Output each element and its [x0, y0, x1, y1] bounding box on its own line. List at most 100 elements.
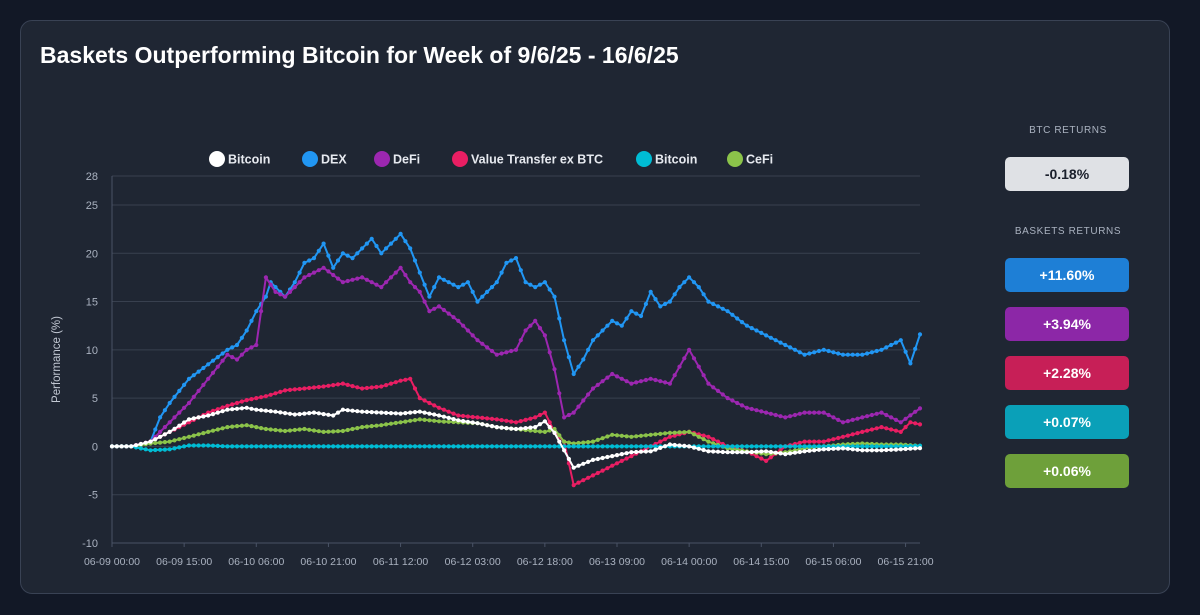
data-point	[605, 466, 610, 471]
data-point	[826, 412, 831, 418]
data-point	[249, 345, 254, 350]
data-point	[326, 253, 331, 258]
series-lines	[109, 231, 923, 488]
data-point	[739, 450, 745, 455]
data-point	[350, 256, 355, 261]
data-point	[879, 425, 884, 430]
data-point	[379, 444, 384, 449]
data-point	[865, 351, 870, 356]
data-point	[701, 437, 706, 442]
data-point	[605, 323, 610, 328]
data-point	[432, 285, 437, 290]
data-point	[735, 316, 740, 321]
data-point	[816, 439, 822, 444]
data-point	[249, 424, 254, 429]
data-point	[201, 431, 206, 436]
data-point	[749, 326, 754, 331]
data-point	[735, 400, 740, 406]
data-point	[263, 408, 268, 413]
data-point	[427, 400, 432, 406]
data-point	[821, 347, 826, 352]
data-point	[470, 333, 475, 338]
data-point	[369, 424, 374, 429]
data-point	[326, 383, 331, 388]
data-point	[364, 444, 369, 449]
data-point	[663, 301, 668, 307]
data-point	[412, 285, 418, 290]
data-point	[653, 377, 658, 383]
data-point	[590, 386, 596, 391]
y-tick-label: 20	[86, 248, 98, 260]
data-point	[278, 428, 283, 433]
data-point	[148, 439, 153, 444]
data-point	[711, 449, 716, 454]
data-point	[850, 417, 855, 422]
data-point	[845, 352, 851, 357]
data-point	[335, 429, 341, 434]
data-point	[759, 409, 764, 414]
data-point	[576, 444, 581, 449]
data-point	[441, 407, 446, 412]
data-point	[893, 417, 899, 422]
axes: -10 -5 0 5 10 15 20 25 28 06-09 00:00 06-09 15:00 0…	[51, 171, 934, 568]
data-point	[739, 320, 745, 325]
data-point	[619, 458, 624, 463]
data-point	[677, 364, 682, 369]
data-point	[485, 416, 490, 421]
data-point	[562, 415, 567, 420]
data-point	[311, 444, 317, 449]
data-point	[398, 411, 403, 416]
data-point	[706, 444, 711, 449]
data-point	[648, 449, 653, 454]
data-point	[696, 364, 701, 369]
data-point	[619, 323, 624, 328]
data-point	[408, 444, 413, 449]
data-point	[273, 391, 278, 396]
data-point	[773, 450, 778, 455]
data-point	[855, 431, 860, 436]
data-point	[764, 458, 769, 463]
data-point	[470, 420, 475, 425]
data-point	[893, 428, 899, 433]
legend-marker	[374, 151, 390, 167]
data-point	[369, 280, 374, 285]
data-point	[369, 410, 374, 415]
y-tick-label: -5	[88, 490, 98, 502]
data-point	[114, 444, 119, 449]
data-point	[494, 417, 499, 422]
data-point	[278, 410, 283, 415]
data-point	[456, 413, 461, 418]
basket-return-bitcoin: +0.07%	[1005, 405, 1129, 439]
data-point	[475, 415, 480, 420]
data-point	[340, 381, 345, 386]
data-point	[624, 316, 629, 321]
data-point	[739, 403, 745, 408]
data-point	[417, 289, 422, 294]
data-point	[845, 433, 851, 438]
data-point	[263, 275, 268, 280]
data-point	[509, 426, 514, 431]
data-point	[715, 388, 721, 393]
data-point	[268, 392, 273, 397]
chart-card: Baskets Outperforming Bitcoin for Week o…	[20, 20, 1170, 594]
data-point	[225, 425, 230, 430]
data-point	[518, 426, 523, 431]
data-point	[311, 410, 317, 415]
data-point	[730, 444, 735, 449]
data-point	[369, 444, 374, 449]
data-point	[360, 386, 365, 391]
data-point	[595, 470, 600, 476]
btc-returns-heading: BTC RETURNS	[1029, 125, 1107, 136]
data-point	[908, 420, 913, 425]
data-point	[557, 316, 562, 321]
data-point	[196, 388, 201, 393]
data-point	[812, 350, 817, 355]
legend-item: DEX	[302, 151, 347, 167]
data-point	[206, 376, 211, 381]
data-point	[831, 446, 836, 451]
data-point	[292, 444, 297, 449]
data-point	[374, 243, 379, 249]
data-point	[614, 374, 620, 379]
data-point	[624, 379, 629, 384]
